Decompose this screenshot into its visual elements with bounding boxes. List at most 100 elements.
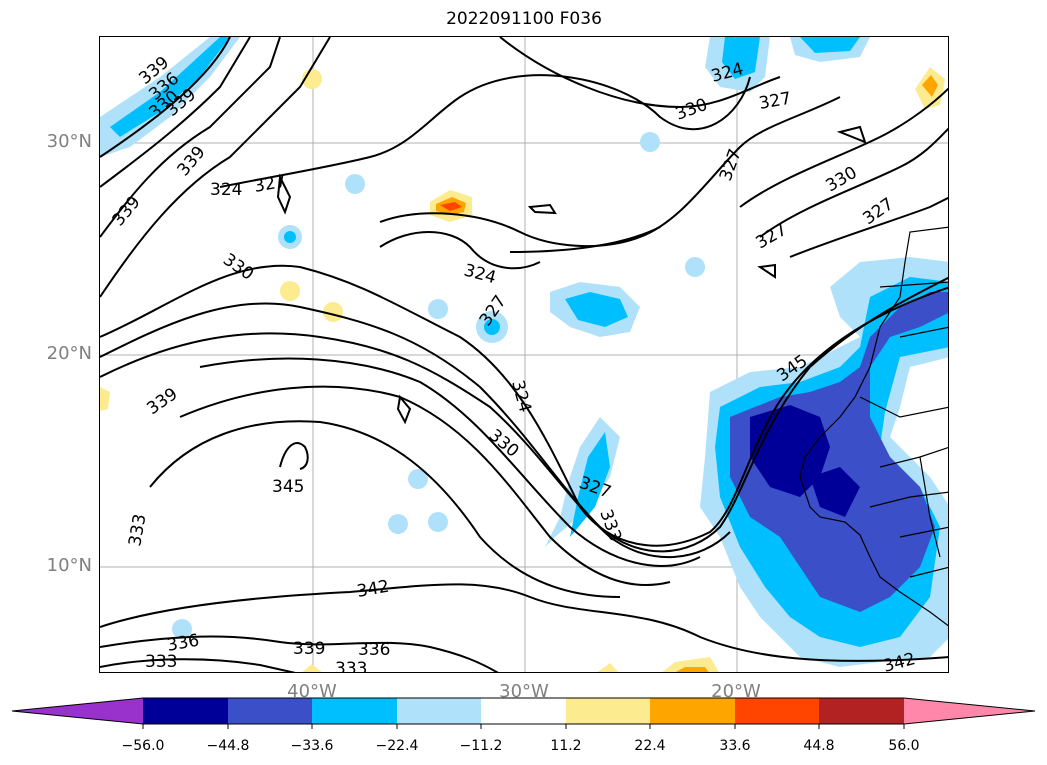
shade-dot-5 [388, 514, 408, 534]
clabel: 333 [595, 507, 625, 544]
border-7 [919, 456, 941, 558]
shade-central-c [565, 292, 628, 327]
clabel: 330 [219, 250, 257, 285]
border-5 [899, 526, 948, 538]
contour-small-1 [276, 173, 292, 215]
shade-pos-1r [440, 202, 462, 211]
clabel: 330 [673, 95, 710, 125]
shading-negative [100, 37, 948, 667]
contour-327-east [739, 87, 948, 208]
shade-dot-6 [428, 512, 448, 532]
shade-pos-6 [100, 387, 110, 411]
shade-pos-4 [323, 302, 343, 322]
clabel: 327 [716, 146, 746, 183]
clabel: 327 [252, 172, 287, 197]
clabel: 339 [293, 639, 325, 659]
colorbar-tick-label: 44.8 [803, 738, 835, 754]
shade-pos-8 [597, 663, 619, 672]
colorbar-tick-label: −33.6 [290, 738, 334, 754]
colorbar-segment [312, 698, 397, 724]
colorbar-segment [566, 698, 650, 724]
contour-327-east2 [789, 196, 948, 258]
clabel: 330 [823, 163, 861, 197]
colorbar-tick-label: −22.4 [375, 738, 419, 754]
shade-pos-3 [280, 281, 300, 301]
plot-title: 2022091100 F036 [446, 9, 602, 29]
shade-dot-2 [345, 174, 365, 194]
shade-dot-9 [172, 619, 192, 639]
shade-nw-core [110, 37, 230, 137]
contour-324-north [219, 74, 751, 188]
lon-label-20w: 20°W [711, 681, 761, 702]
coastlines [799, 226, 948, 627]
contour-small-2 [396, 394, 412, 425]
border-1 [899, 326, 948, 338]
colorbar-tick-label: 33.6 [719, 738, 751, 754]
shade-top-right-1c [722, 37, 760, 79]
colorbar-segment [735, 698, 819, 724]
clabel: 324 [210, 180, 242, 200]
shade-pos-7o [675, 667, 709, 672]
lon-label-30w: 30°W [499, 681, 549, 702]
colorbar-extend-right [904, 698, 1035, 724]
contour-trough-5 [179, 385, 671, 586]
colorbar-tick-label: 56.0 [888, 738, 920, 754]
clabel: 327 [757, 89, 792, 114]
contour-small-3 [527, 203, 557, 215]
shade-dot-4 [408, 469, 428, 489]
map-svg: 339 336 330 339 339 324 327 339 330 339 … [100, 37, 948, 673]
clabel: 339 [109, 192, 145, 230]
colorbar-segment [228, 698, 312, 724]
shade-south-center-c [570, 432, 610, 537]
shade-pos-5o [922, 75, 938, 97]
clabel: 333 [145, 652, 177, 672]
shade-dot-8 [685, 257, 705, 277]
colorbar-segment [397, 698, 481, 724]
gridlines [100, 37, 948, 672]
border-4 [869, 491, 948, 508]
clabel: 336 [165, 631, 200, 656]
contour-327-north [379, 96, 841, 248]
clabel: 345 [272, 477, 304, 497]
shade-dot-10c [484, 319, 500, 335]
shade-east-deep [730, 292, 948, 612]
clabel: 342 [881, 649, 918, 673]
colorbar-segment [819, 698, 904, 724]
colorbar-tick-label: −44.8 [206, 738, 250, 754]
clabel: 339 [143, 384, 181, 419]
contour-333 [100, 658, 296, 672]
shade-dot-1c [284, 231, 296, 243]
clabel: 336 [358, 640, 390, 660]
contour-nw-1 [100, 37, 231, 158]
contours [100, 37, 948, 672]
map-panel[interactable]: 339 336 330 339 339 324 327 339 330 339 … [99, 36, 949, 673]
contour-342 [100, 583, 948, 662]
coastline-africa [799, 226, 948, 627]
colorbar-ticks [142, 724, 905, 729]
colorbar-tick-label: 11.2 [550, 738, 582, 754]
contour-330-east [759, 127, 948, 238]
clabel: 330 [485, 426, 523, 462]
clabel: 327 [859, 194, 897, 229]
colorbar-extend-left [12, 698, 143, 724]
colorbar-tick-label: −56.0 [121, 738, 165, 754]
contour-345-loop [279, 442, 309, 470]
lat-label-20n: 20°N [46, 343, 92, 364]
lon-label-40w: 40°W [287, 681, 337, 702]
contour-nw-3 [100, 37, 281, 238]
contour-330-north [499, 37, 781, 109]
contour-small-4 [757, 263, 776, 279]
clabel: 327 [753, 220, 791, 254]
colorbar-segment [481, 698, 566, 724]
colorbar-tick-label: 22.4 [634, 738, 666, 754]
shading-positive [100, 67, 945, 672]
contour-336 [100, 635, 499, 672]
shade-dot-7 [640, 132, 660, 152]
lat-label-30n: 30°N [46, 131, 92, 152]
shade-pos-9 [302, 664, 322, 672]
contour-nw-4 [100, 37, 331, 298]
border-2 [859, 396, 948, 418]
clabel: 333 [335, 659, 367, 673]
shade-east-darkest-2 [810, 467, 860, 517]
border-8 [879, 281, 948, 288]
